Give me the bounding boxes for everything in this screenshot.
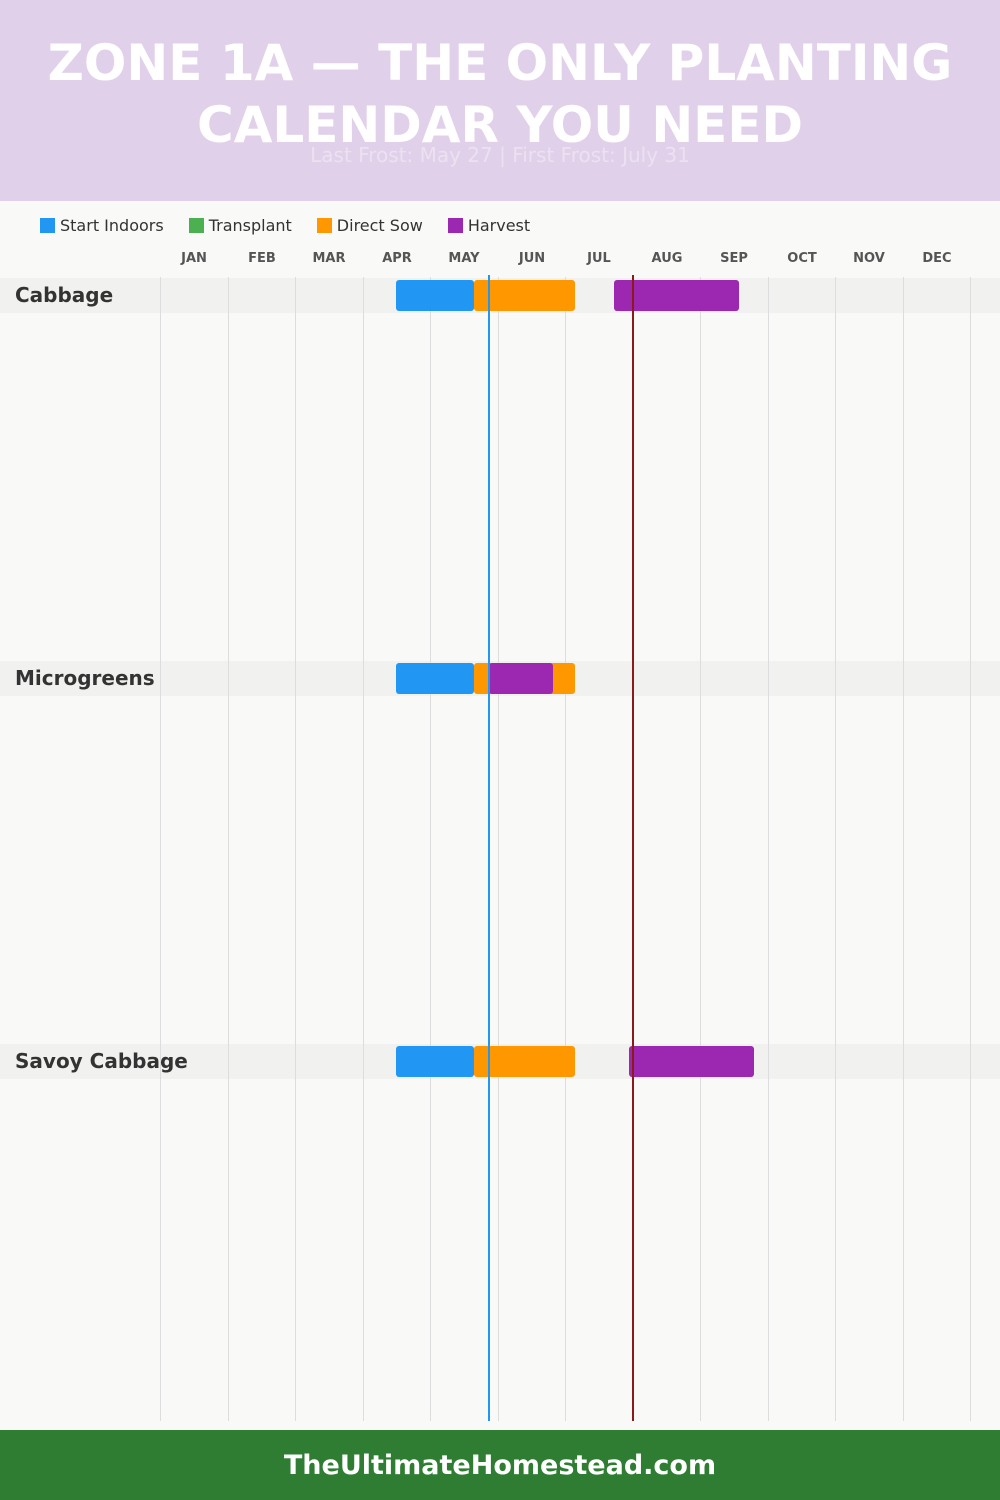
legend-swatch (40, 217, 55, 233)
title-line-1: ZONE 1A — THE ONLY PLANTING (47, 34, 953, 92)
crop-name-savoy-cabbage: Savoy Cabbage (15, 1049, 188, 1073)
month-grid-line (633, 277, 634, 1421)
bar-start-indoors (396, 280, 474, 311)
month-grid-line (565, 277, 566, 1421)
month-label-mar: MAR (312, 251, 346, 266)
month-grid-line (363, 277, 364, 1421)
legend-swatch (316, 217, 332, 233)
month-label-nov: NOV (853, 251, 885, 266)
month-grid-line (295, 277, 296, 1421)
month-label-apr: APR (382, 251, 412, 266)
month-label-oct: OCT (787, 251, 817, 266)
last-frost-line (487, 275, 490, 1421)
footer-website[interactable]: TheUltimateHomestead.com (283, 1449, 717, 1481)
frost-dates-subtitle: Last Frost: May 27 | First Frost: July 3… (310, 143, 690, 167)
bar-direct-sow (473, 1046, 576, 1077)
month-label-jan: JAN (181, 251, 207, 266)
legend-item-direct-sow: Direct Sow (316, 215, 423, 235)
month-grid-line (970, 277, 971, 1421)
month-grid-line (160, 277, 161, 1421)
bar-harvest (488, 663, 553, 694)
footer: TheUltimateHomestead.com (0, 1430, 1000, 1500)
month-label-aug: AUG (651, 251, 683, 266)
month-grid-line (228, 277, 229, 1421)
title-line-2: CALENDAR YOU NEED (197, 96, 803, 154)
legend-label: Transplant (208, 215, 292, 235)
bar-harvest (613, 280, 740, 311)
month-label-dec: DEC (922, 251, 952, 266)
legend-item-harvest: Harvest (447, 215, 531, 235)
header: ZONE 1A — THE ONLY PLANTING CALENDAR YOU… (0, 0, 1000, 201)
month-label-feb: FEB (248, 251, 276, 266)
month-grid-line (498, 277, 499, 1421)
legend-label: Direct Sow (336, 215, 423, 235)
month-grid-line (430, 277, 431, 1421)
crop-name-cabbage: Cabbage (15, 283, 114, 307)
first-frost-line (631, 275, 634, 1421)
bar-start-indoors (396, 1046, 474, 1077)
legend-swatch (188, 217, 204, 233)
month-grid-line (768, 277, 769, 1421)
bar-start-indoors (396, 663, 474, 694)
legend-item-start-indoors: Start Indoors (40, 216, 164, 235)
legend-swatch (447, 217, 463, 233)
crop-name-microgreens: Microgreens (15, 666, 155, 690)
month-label-jul: JUL (587, 251, 611, 266)
legend: Start Indoors Transplant Direct Sow Harvest (40, 214, 555, 236)
month-grid-line (835, 277, 836, 1421)
month-label-sep: SEP (720, 251, 748, 266)
legend-label: Start Indoors (60, 215, 164, 235)
bar-direct-sow (473, 280, 576, 311)
bar-harvest (629, 1046, 754, 1077)
month-grid-line (903, 277, 904, 1421)
legend-item-transplant: Transplant (188, 215, 292, 235)
page-title: ZONE 1A — THE ONLY PLANTING CALENDAR YOU… (0, 32, 1000, 156)
month-label-may: MAY (448, 251, 480, 266)
month-label-jun: JUN (518, 251, 546, 266)
legend-label: Harvest (467, 215, 531, 235)
month-grid-line (700, 277, 701, 1421)
